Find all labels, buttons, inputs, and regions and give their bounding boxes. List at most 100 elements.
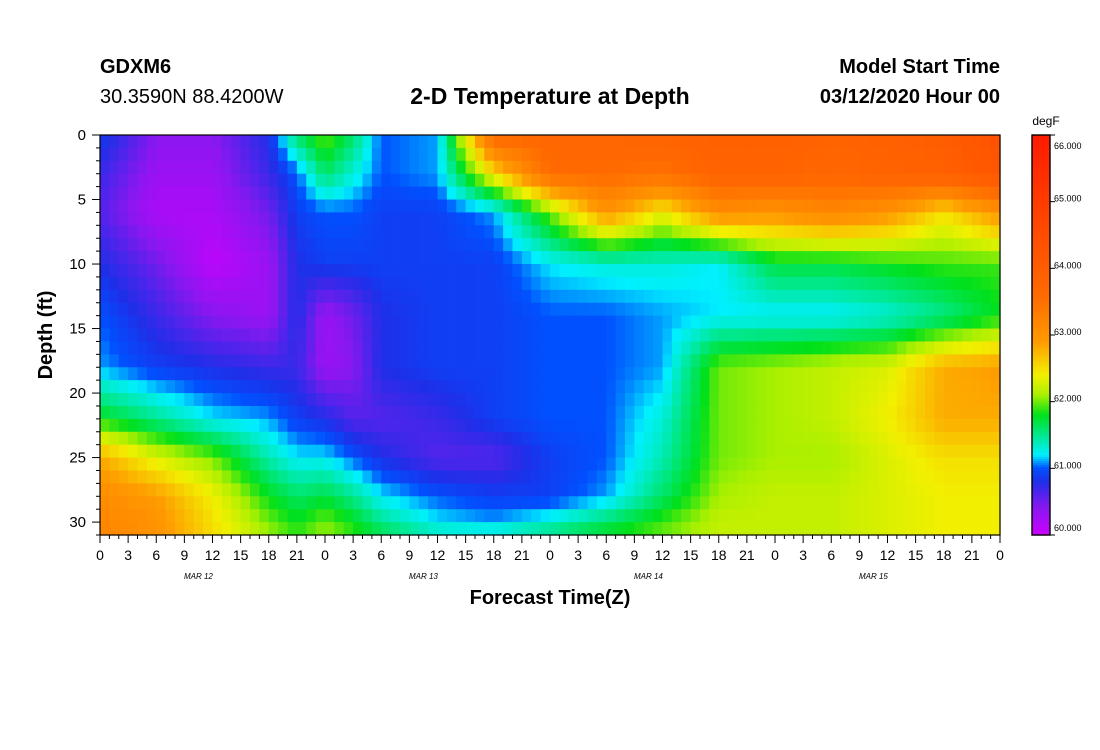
heatmap-cell bbox=[784, 328, 795, 343]
heatmap-cell bbox=[681, 264, 692, 278]
colorbar-swatch bbox=[1032, 159, 1050, 162]
heatmap-cell bbox=[531, 341, 542, 355]
heatmap-cell bbox=[184, 160, 195, 175]
heatmap-cell bbox=[353, 470, 364, 484]
heatmap-cell bbox=[268, 135, 279, 149]
heatmap-cell bbox=[756, 199, 767, 214]
heatmap-cell bbox=[146, 522, 157, 536]
heatmap-cell bbox=[746, 380, 757, 394]
heatmap-cell bbox=[681, 522, 692, 536]
heatmap-cell bbox=[700, 186, 710, 201]
heatmap-cell bbox=[756, 289, 767, 304]
heatmap-cell bbox=[512, 147, 523, 162]
heatmap-cell bbox=[746, 238, 757, 252]
heatmap-cell bbox=[306, 160, 317, 175]
heatmap-cell bbox=[193, 354, 204, 368]
heatmap-cell bbox=[728, 147, 739, 162]
heatmap-cell bbox=[812, 483, 823, 497]
heatmap-cell bbox=[221, 457, 232, 472]
heatmap-cell bbox=[559, 135, 570, 149]
heatmap-cell bbox=[118, 238, 129, 252]
heatmap-cell bbox=[231, 173, 242, 188]
heatmap-cell bbox=[231, 405, 242, 420]
heatmap-cell bbox=[643, 147, 654, 162]
heatmap-cell bbox=[596, 315, 607, 330]
heatmap-cell bbox=[259, 225, 270, 239]
heatmap-cell bbox=[981, 380, 992, 394]
heatmap-cell bbox=[203, 302, 214, 317]
heatmap-cell bbox=[878, 276, 889, 291]
heatmap-cell bbox=[803, 264, 814, 278]
colorbar-swatch bbox=[1032, 415, 1050, 418]
heatmap-cell bbox=[990, 276, 1001, 291]
heatmap-cell bbox=[100, 276, 110, 291]
heatmap-cell bbox=[690, 173, 701, 188]
heatmap-cell bbox=[175, 393, 185, 407]
colorbar-swatch bbox=[1032, 193, 1050, 196]
heatmap-cell bbox=[953, 212, 964, 226]
heatmap-cell bbox=[231, 509, 242, 523]
heatmap-cell bbox=[981, 393, 992, 407]
heatmap-cell bbox=[221, 238, 232, 252]
colorbar-swatch bbox=[1032, 289, 1050, 292]
heatmap-cell bbox=[437, 444, 448, 459]
heatmap-cell bbox=[259, 238, 270, 252]
heatmap-cell bbox=[821, 328, 832, 343]
heatmap-cell bbox=[353, 509, 364, 523]
heatmap-cell bbox=[184, 483, 195, 497]
heatmap-cell bbox=[925, 431, 935, 446]
heatmap-cell bbox=[587, 380, 598, 394]
heatmap-cell bbox=[128, 393, 139, 407]
heatmap-cell bbox=[812, 418, 823, 433]
heatmap-cell bbox=[906, 405, 917, 420]
colorbar-swatch bbox=[1032, 281, 1050, 284]
heatmap-cell bbox=[362, 418, 373, 433]
heatmap-cell bbox=[990, 483, 1001, 497]
heatmap-cell bbox=[634, 173, 645, 188]
heatmap-cell bbox=[118, 509, 129, 523]
heatmap-cell bbox=[793, 160, 804, 175]
colorbar-swatch bbox=[1032, 439, 1050, 442]
heatmap-cell bbox=[484, 212, 495, 226]
heatmap-cell bbox=[296, 251, 307, 265]
heatmap-cell bbox=[446, 212, 457, 226]
heatmap-cell bbox=[671, 173, 682, 188]
heatmap-cell bbox=[943, 405, 954, 420]
heatmap-cell bbox=[653, 328, 664, 343]
heatmap-cell bbox=[418, 457, 429, 472]
heatmap-cell bbox=[465, 470, 476, 484]
heatmap-cell bbox=[662, 496, 673, 510]
heatmap-cell bbox=[446, 289, 457, 304]
heatmap-cell bbox=[981, 199, 992, 214]
heatmap-cell bbox=[381, 212, 392, 226]
colorbar-swatch bbox=[1032, 225, 1050, 228]
heatmap-cell bbox=[175, 405, 185, 420]
heatmap-cell bbox=[221, 380, 232, 394]
heatmap-cell bbox=[568, 405, 579, 420]
heatmap-cell bbox=[381, 354, 392, 368]
heatmap-cell bbox=[100, 354, 110, 368]
heatmap-cell bbox=[925, 405, 935, 420]
heatmap-cell bbox=[503, 496, 514, 510]
heatmap-cell bbox=[634, 289, 645, 304]
heatmap-cell bbox=[221, 354, 232, 368]
heatmap-cell bbox=[250, 160, 260, 175]
heatmap-cell bbox=[456, 225, 467, 239]
heatmap-cell bbox=[521, 186, 532, 201]
heatmap-cell bbox=[625, 315, 635, 330]
heatmap-cell bbox=[128, 470, 139, 484]
heatmap-cell bbox=[915, 289, 926, 304]
heatmap-cell bbox=[353, 496, 364, 510]
heatmap-cell bbox=[353, 264, 364, 278]
colorbar-swatch bbox=[1032, 327, 1050, 330]
heatmap-cell bbox=[531, 289, 542, 304]
heatmap-cell bbox=[550, 173, 560, 188]
heatmap-cell bbox=[821, 418, 832, 433]
heatmap-cell bbox=[606, 160, 617, 175]
heatmap-cell bbox=[850, 186, 860, 201]
heatmap-cell bbox=[578, 225, 589, 239]
heatmap-cell bbox=[146, 483, 157, 497]
heatmap-cell bbox=[109, 457, 120, 472]
heatmap-cell bbox=[100, 418, 110, 433]
heatmap-cell bbox=[540, 186, 551, 201]
